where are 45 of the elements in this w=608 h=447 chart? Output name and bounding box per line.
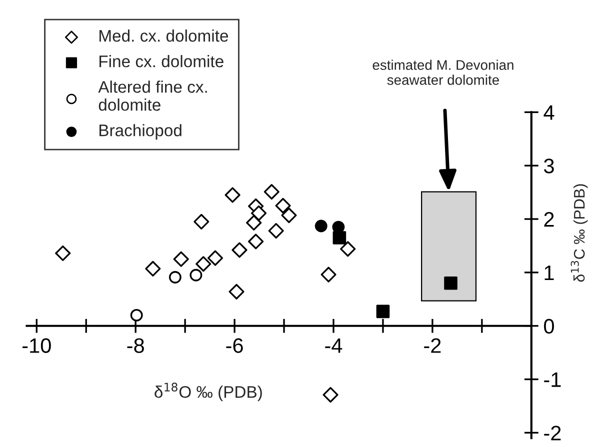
x-tick-label: -10	[22, 338, 51, 353]
point	[340, 241, 356, 257]
point	[322, 387, 338, 403]
point	[314, 220, 328, 232]
point	[320, 266, 336, 282]
point	[246, 214, 262, 231]
point	[145, 260, 161, 276]
y-tick-label: -1	[544, 372, 561, 387]
point	[248, 234, 264, 250]
point	[168, 271, 182, 284]
point	[224, 187, 240, 203]
point	[130, 308, 143, 322]
y-tick-label: 4	[544, 105, 554, 120]
point	[281, 208, 297, 224]
y-axis-title: δ$^{13}$C ‰ (PDB)	[570, 184, 588, 282]
point	[251, 205, 267, 221]
point	[55, 245, 71, 262]
y-tick-label: 2	[544, 212, 554, 227]
point	[275, 198, 291, 214]
point	[194, 214, 210, 230]
y-tick-label: 0	[544, 318, 554, 334]
x-axis-title: δ$^{18}$O ‰ (PDB)	[154, 382, 262, 402]
point	[207, 250, 224, 266]
text: estimated M. Devonian seawater dolomite	[372, 60, 514, 85]
point	[196, 256, 212, 272]
point	[190, 268, 202, 282]
point	[173, 251, 189, 267]
point	[264, 184, 280, 200]
x-tick-label: -8	[127, 338, 144, 353]
legend-label: Altered fine cx. dolomite	[98, 80, 207, 111]
legend-label: Med. cx. dolomite	[100, 30, 228, 42]
y-tick-label: 3	[544, 158, 554, 174]
legend-label: Brachiopod	[100, 124, 182, 140]
point	[332, 231, 346, 244]
x-tick-label: -6	[226, 338, 243, 353]
x-tick-label: -2	[424, 338, 441, 353]
point	[376, 304, 390, 318]
point	[228, 284, 244, 300]
point	[268, 223, 284, 239]
point	[444, 276, 458, 290]
y-tick-label: -2	[544, 426, 561, 440]
x-tick-label: -4	[325, 338, 342, 353]
point	[232, 242, 248, 258]
y-tick-label: 1	[544, 266, 554, 280]
legend-label: Fine cx. dolomite	[100, 55, 224, 68]
